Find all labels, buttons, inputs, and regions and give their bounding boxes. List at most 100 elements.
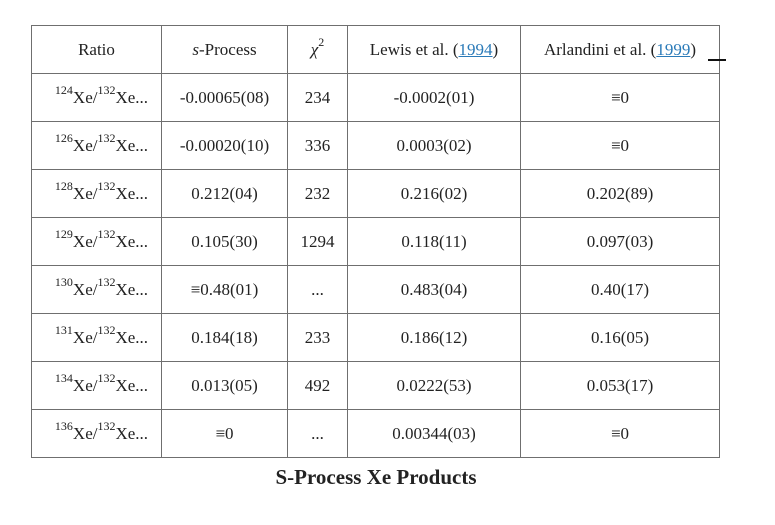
chi-squared-cell: ... — [287, 265, 348, 314]
isotope-ratio: 128Xe/132Xe... — [51, 180, 149, 204]
lewis-citation-link[interactable]: 1994 — [458, 39, 493, 59]
ratio-cell: 130Xe/132Xe... — [31, 265, 162, 314]
arlandini-cell: 0.40(17) — [520, 265, 720, 314]
lewis-cell: 0.0222(53) — [347, 361, 521, 410]
chi-squared-cell: 492 — [287, 361, 348, 410]
lewis-cell: 0.00344(03) — [347, 409, 521, 458]
arlandini-cell: 0.097(03) — [520, 217, 720, 266]
isotope-ratio: 126Xe/132Xe... — [51, 132, 149, 156]
denominator-mass: 132 — [97, 178, 116, 193]
header-lewis: Lewis et al. (1994) — [347, 25, 521, 74]
ratio-cell: 128Xe/132Xe... — [31, 169, 162, 218]
header-lewis-close: ) — [492, 39, 499, 59]
chi-squared-cell: ... — [287, 409, 348, 458]
isotope-ratio: 131Xe/132Xe... — [51, 324, 149, 348]
chi-squared-cell: 233 — [287, 313, 348, 362]
ratio-separator: / — [92, 231, 98, 251]
table-row: 130Xe/132Xe... ≡0.48(01)... 0.483(04) 0.40(… — [31, 265, 720, 314]
ratio-cell: 131Xe/132Xe... — [31, 313, 162, 362]
chi-squared-cell: 234 — [287, 73, 348, 122]
numerator-element: Xe — [72, 183, 93, 203]
denominator-element: Xe... — [115, 135, 149, 155]
chi-squared-cell: 232 — [287, 169, 348, 218]
numerator-element: Xe — [72, 375, 93, 395]
s-process-cell: ≡0 — [161, 409, 288, 458]
s-process-cell: 0.184(18) — [161, 313, 288, 362]
ratio-cell: 124Xe/132Xe... — [31, 73, 162, 122]
table-caption: S-Process Xe Products — [275, 465, 477, 489]
numerator-mass: 128 — [54, 178, 73, 193]
header-chi-squared: χ2 — [287, 25, 348, 74]
denominator-element: Xe... — [115, 183, 149, 203]
header-chi-symbol: χ — [310, 39, 319, 59]
header-arlandini-text: Arlandini et al. ( — [543, 39, 657, 59]
numerator-mass: 124 — [54, 82, 73, 97]
denominator-element: Xe... — [115, 87, 149, 107]
s-process-cell: 0.212(04) — [161, 169, 288, 218]
table-body: 124Xe/132Xe... -0.00065(08) 234 -0.0002(01)… — [31, 73, 720, 458]
arlandini-cell: 0.202(89) — [520, 169, 720, 218]
header-s-process: s-Process — [161, 25, 288, 74]
header-arlandini: Arlandini et al. (1999) — [520, 25, 720, 74]
denominator-mass: 132 — [97, 322, 116, 337]
lewis-cell: 0.483(04) — [347, 265, 521, 314]
lewis-cell: -0.0002(01) — [347, 73, 521, 122]
ratio-cell: 129Xe/132Xe... — [31, 217, 162, 266]
ratio-cell: 136Xe/132Xe... — [31, 409, 162, 458]
ratio-separator: / — [92, 327, 98, 347]
isotope-ratio: 136Xe/132Xe... — [51, 420, 149, 444]
numerator-element: Xe — [72, 423, 93, 443]
table-row: 134Xe/132Xe... 0.013(05) 492 0.0222(53) 0.05… — [31, 361, 720, 410]
header-ratio: Ratio — [31, 25, 162, 74]
isotope-ratio: 130Xe/132Xe... — [51, 276, 149, 300]
arlandini-citation-link[interactable]: 1999 — [656, 39, 691, 59]
denominator-element: Xe... — [115, 327, 149, 347]
table-header-row: Ratio s-Process χ2 Lewis et al. (1994) A… — [31, 25, 720, 74]
ratio-separator: / — [92, 87, 98, 107]
denominator-mass: 132 — [97, 418, 116, 433]
denominator-element: Xe... — [115, 231, 149, 251]
lewis-cell: 0.0003(02) — [347, 121, 521, 170]
arlandini-cell: ≡0 — [520, 73, 720, 122]
s-process-cell: ≡0.48(01) — [161, 265, 288, 314]
numerator-mass: 136 — [54, 418, 73, 433]
underline-mark — [708, 59, 726, 61]
lewis-cell: 0.186(12) — [347, 313, 521, 362]
isotope-ratio: 129Xe/132Xe... — [51, 228, 149, 252]
numerator-element: Xe — [72, 231, 93, 251]
header-s-process-italic: s — [192, 39, 199, 59]
ratio-cell: 134Xe/132Xe... — [31, 361, 162, 410]
ratio-separator: / — [92, 183, 98, 203]
chi-squared-cell: 1294 — [287, 217, 348, 266]
denominator-element: Xe... — [115, 279, 149, 299]
header-chi-exponent: 2 — [318, 34, 325, 49]
table-row: 124Xe/132Xe... -0.00065(08) 234 -0.0002(01)… — [31, 73, 720, 122]
numerator-element: Xe — [72, 135, 93, 155]
ratio-separator: / — [92, 375, 98, 395]
denominator-mass: 132 — [97, 370, 116, 385]
numerator-mass: 129 — [54, 226, 73, 241]
denominator-mass: 132 — [97, 274, 116, 289]
arlandini-cell: ≡0 — [520, 409, 720, 458]
numerator-mass: 131 — [54, 322, 73, 337]
denominator-element: Xe... — [115, 375, 149, 395]
s-process-cell: 0.013(05) — [161, 361, 288, 410]
isotope-ratio: 134Xe/132Xe... — [51, 372, 149, 396]
table-row: 126Xe/132Xe... -0.00020(10) 336 0.0003(02) ≡… — [31, 121, 720, 170]
s-process-cell: -0.00020(10) — [161, 121, 288, 170]
ratio-separator: / — [92, 135, 98, 155]
numerator-element: Xe — [72, 327, 93, 347]
arlandini-cell: ≡0 — [520, 121, 720, 170]
header-s-process-rest: -Process — [199, 39, 257, 59]
denominator-element: Xe... — [115, 423, 149, 443]
arlandini-cell: 0.053(17) — [520, 361, 720, 410]
chi-squared-cell: 336 — [287, 121, 348, 170]
s-process-cell: -0.00065(08) — [161, 73, 288, 122]
arlandini-cell: 0.16(05) — [520, 313, 720, 362]
ratio-cell: 126Xe/132Xe... — [31, 121, 162, 170]
table-row: 131Xe/132Xe... 0.184(18) 233 0.186(12) 0.16(… — [31, 313, 720, 362]
xe-products-table: Ratio s-Process χ2 Lewis et al. (1994) A… — [31, 25, 720, 458]
denominator-mass: 132 — [97, 82, 116, 97]
table-row: 129Xe/132Xe... 0.105(30) 1294 0.118(11) 0.09… — [31, 217, 720, 266]
numerator-mass: 126 — [54, 130, 73, 145]
